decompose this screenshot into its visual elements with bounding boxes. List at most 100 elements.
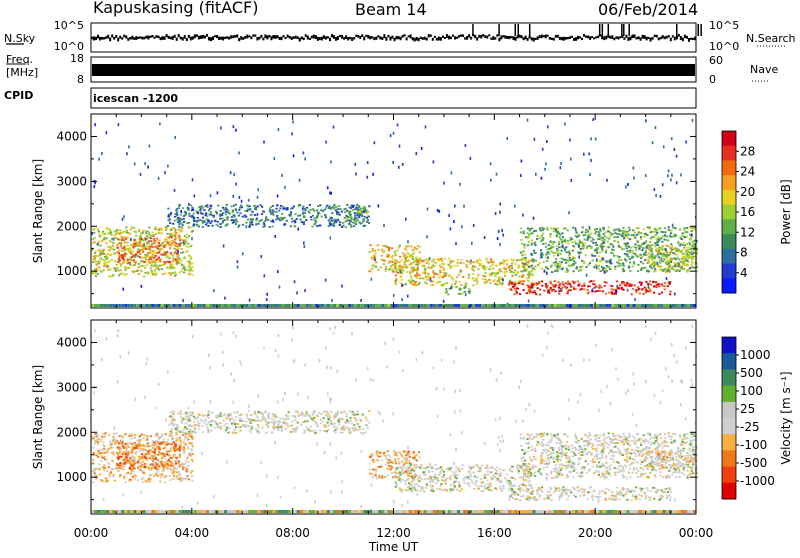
data-cell [191, 274, 193, 276]
data-cell [235, 416, 237, 418]
data-cell [210, 214, 212, 216]
data-cell [492, 268, 494, 270]
data-cell [604, 235, 606, 237]
data-cell [622, 263, 624, 265]
data-cell [558, 293, 560, 295]
data-cell [377, 269, 379, 271]
data-cell [371, 258, 373, 260]
scatter-cell [496, 173, 498, 176]
data-cell [261, 206, 263, 208]
data-cell [110, 446, 112, 448]
data-cell [683, 229, 685, 231]
data-cell [102, 231, 104, 233]
data-cell [176, 213, 178, 215]
data-cell [142, 230, 144, 232]
data-cell [385, 270, 387, 272]
data-cell [121, 440, 123, 442]
noise-sample [379, 36, 381, 39]
data-cell [354, 217, 356, 219]
data-cell [276, 421, 278, 423]
data-cell [579, 241, 581, 243]
data-cell [543, 261, 545, 263]
data-cell [134, 453, 136, 455]
data-cell [604, 239, 606, 241]
data-cell [412, 258, 414, 260]
data-cell [378, 249, 380, 251]
noise-sample [232, 35, 234, 38]
noise-sample [190, 37, 192, 41]
data-cell [114, 480, 116, 482]
data-cell [176, 476, 178, 478]
data-cell [558, 267, 560, 269]
data-cell [619, 284, 621, 286]
data-cell [206, 206, 208, 208]
data-cell [452, 279, 454, 281]
data-cell [344, 211, 346, 213]
data-cell [178, 204, 180, 206]
data-cell [152, 242, 154, 244]
data-cell [456, 276, 458, 278]
data-cell [190, 204, 192, 206]
data-cell [531, 240, 533, 242]
data-cell [567, 240, 569, 242]
noise-sample [664, 36, 666, 39]
ground-cell [533, 304, 536, 307]
data-cell [145, 272, 147, 274]
data-cell [634, 232, 636, 234]
scatter-cell [545, 162, 547, 165]
noise-sample [577, 36, 579, 39]
noise-sample [422, 37, 424, 40]
data-cell [502, 283, 504, 285]
data-cell [331, 220, 333, 222]
data-cell [164, 482, 166, 484]
data-cell [623, 265, 625, 267]
data-cell [669, 266, 671, 268]
data-cell [197, 220, 199, 222]
data-cell [460, 259, 462, 261]
data-cell [645, 240, 647, 242]
data-cell [575, 235, 577, 237]
data-cell [104, 233, 106, 235]
data-cell [532, 260, 534, 262]
data-cell [682, 261, 684, 263]
data-cell [691, 259, 693, 261]
data-cell [640, 261, 642, 263]
scatter-cell [278, 128, 280, 131]
noise-sample [156, 35, 158, 38]
data-cell [117, 239, 119, 241]
ground-cell [270, 304, 273, 307]
noise-sample [270, 36, 272, 40]
data-cell [660, 266, 662, 268]
data-cell [155, 274, 157, 276]
data-cell [206, 222, 208, 224]
data-cell [117, 459, 119, 461]
data-cell [693, 267, 695, 269]
data-cell [472, 273, 474, 275]
data-cell [188, 479, 190, 481]
data-cell [100, 440, 102, 442]
data-cell [470, 263, 472, 265]
noise-sample [188, 35, 190, 38]
data-cell [450, 266, 452, 268]
ground-cell [100, 304, 103, 307]
data-cell [583, 262, 585, 264]
noise-sample [640, 38, 642, 41]
data-cell [419, 251, 421, 253]
data-cell [132, 462, 134, 464]
noise-sample [535, 38, 537, 40]
data-cell [133, 246, 135, 248]
scatter-cell [674, 148, 676, 151]
data-cell [178, 444, 180, 446]
data-cell [687, 261, 689, 263]
data-cell [198, 428, 200, 430]
data-cell [186, 237, 188, 239]
scatter-cell [443, 300, 445, 303]
scatter-cell [123, 215, 125, 218]
data-cell [462, 276, 464, 278]
data-cell [626, 283, 628, 285]
data-cell [363, 219, 365, 221]
noise-sample [258, 37, 260, 40]
data-cell [356, 214, 358, 216]
data-cell [522, 280, 524, 282]
ground-cell [387, 304, 390, 307]
